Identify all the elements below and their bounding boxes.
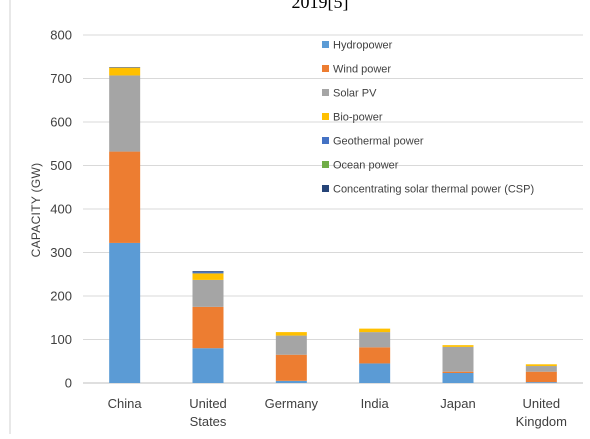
bar-segment-3-5	[525, 364, 557, 367]
legend-label-4: Geothermal power	[333, 136, 424, 148]
legend-label-0: Hydropower	[333, 40, 393, 52]
x-axis-ticks: China United States Germany India Japan United…	[108, 396, 567, 429]
x-tick-label-5: United Kingdom	[516, 396, 567, 429]
legend-swatch-4	[322, 137, 329, 144]
x-tick-label-1: United States	[189, 396, 227, 429]
y-tick-label-700: 700	[50, 71, 72, 86]
y-tick-label-200: 200	[50, 289, 72, 304]
bar-segment-2-2	[275, 335, 307, 355]
bar-segment-1-1	[192, 306, 224, 349]
bar-segment-2-4	[442, 346, 474, 372]
legend-label-3: Bio-power	[333, 112, 383, 124]
chart-title-fragment: 2019[5]	[292, 0, 349, 12]
legend-label-2: Solar PV	[333, 88, 377, 100]
y-axis-label: CAPACITY (GW)	[29, 163, 43, 258]
y-tick-label-600: 600	[50, 115, 72, 130]
bar-segment-2-0	[109, 75, 141, 152]
x-tick-label-2: Germany	[265, 396, 319, 411]
bar-segment-2-3	[359, 332, 391, 348]
legend-swatch-1	[322, 65, 329, 72]
y-tick-label-100: 100	[50, 332, 72, 347]
legend-swatch-5	[322, 161, 329, 168]
y-tick-label-500: 500	[50, 158, 72, 173]
bar-segment-1-0	[109, 151, 141, 243]
bar-segment-1-3	[359, 347, 391, 364]
bar-segment-0-1	[192, 348, 224, 383]
x-tick-label-3: India	[361, 396, 390, 411]
y-tick-label-400: 400	[50, 202, 72, 217]
legend-label-6: Concentrating solar thermal power (CSP)	[333, 184, 534, 196]
bar-segment-1-5	[525, 371, 557, 383]
y-axis-ticks: 0 100 200 300 400 500 600 700 800	[50, 28, 72, 391]
bar-segment-6-0	[109, 67, 141, 68]
bar-segment-6-1	[192, 271, 224, 273]
bars	[109, 67, 557, 383]
x-tick-label-0: China	[108, 396, 143, 411]
legend-swatch-6	[322, 185, 329, 192]
bar-segment-3-0	[109, 67, 141, 76]
bar-segment-3-2	[275, 332, 307, 336]
bar-segment-3-1	[192, 273, 224, 280]
legend-swatch-3	[322, 113, 329, 120]
legend-label-1: Wind power	[333, 64, 391, 76]
bar-segment-0-4	[442, 372, 474, 383]
bar-segment-3-3	[359, 328, 391, 333]
bar-segment-0-3	[359, 363, 391, 383]
y-tick-label-800: 800	[50, 28, 72, 43]
y-tick-label-300: 300	[50, 245, 72, 260]
bar-segment-0-2	[275, 380, 307, 383]
bar-segment-4-1	[192, 272, 224, 274]
legend-swatch-0	[322, 41, 329, 48]
legend-swatch-2	[322, 89, 329, 96]
bar-segment-1-4	[442, 371, 474, 373]
x-tick-label-4: Japan	[440, 396, 475, 411]
bar-segment-0-5	[525, 382, 557, 383]
y-tick-label-0: 0	[65, 376, 72, 391]
bar-segment-2-5	[525, 366, 557, 372]
legend-label-5: Ocean power	[333, 160, 399, 172]
bar-segment-2-1	[192, 279, 224, 307]
bar-segment-0-0	[109, 242, 141, 383]
bar-segment-3-4	[442, 345, 474, 347]
legend: Hydropower Wind power Solar PV Bio-power Geo…	[322, 40, 534, 196]
gridlines	[83, 34, 583, 384]
bar-segment-1-2	[275, 354, 307, 381]
